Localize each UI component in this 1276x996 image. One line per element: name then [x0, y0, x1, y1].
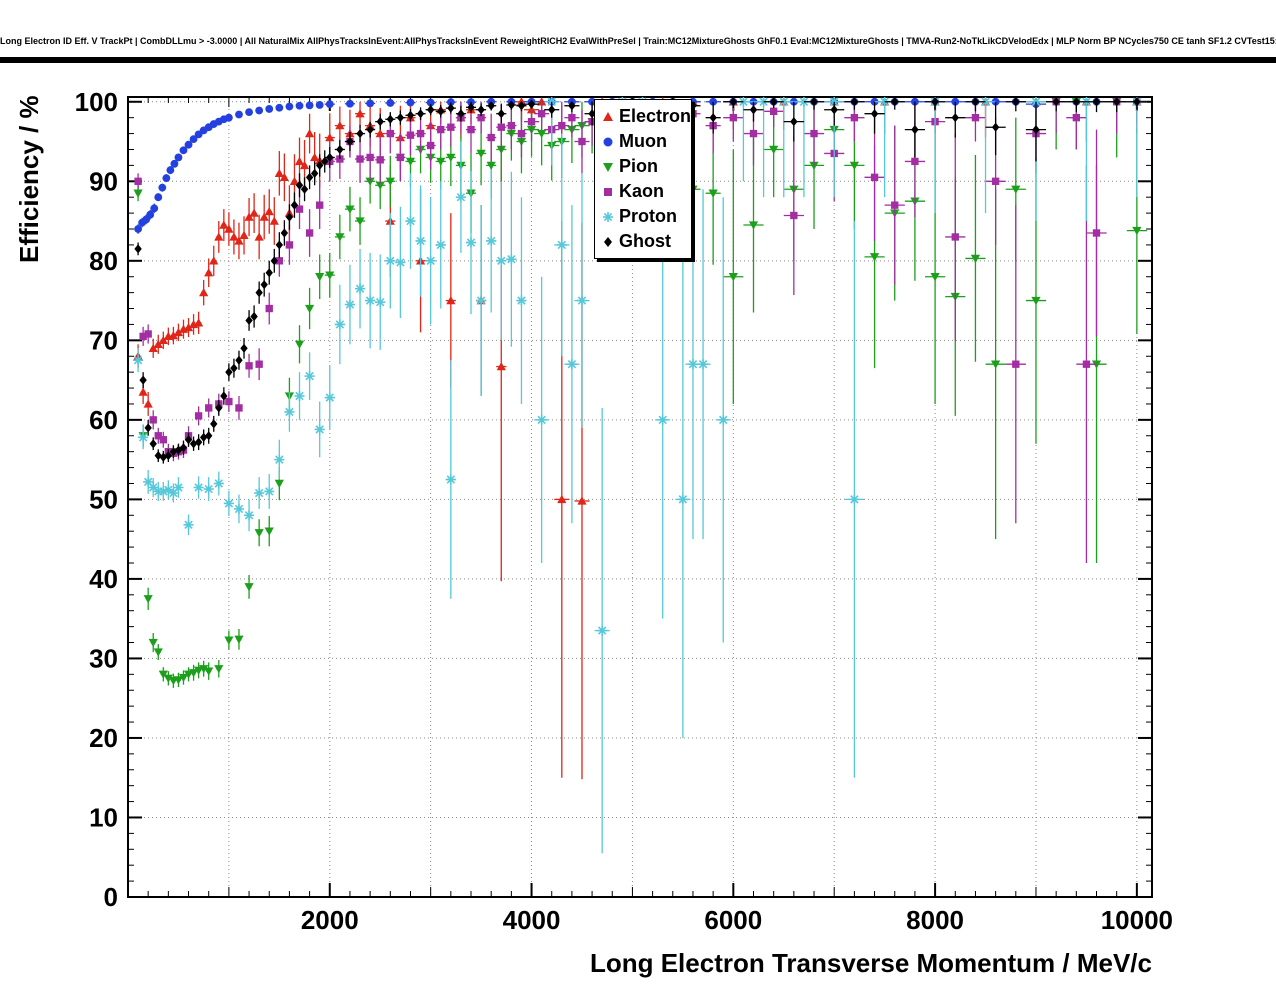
svg-text:0: 0 — [104, 882, 118, 912]
plot-title: Long Electron ID Eff. V TrackPt | CombDL… — [0, 36, 1276, 46]
series-ghost — [134, 97, 1147, 464]
svg-text:30: 30 — [89, 643, 118, 673]
kaon-square-marker-icon — [599, 183, 617, 201]
svg-text:60: 60 — [89, 405, 118, 435]
svg-text:70: 70 — [89, 325, 118, 355]
legend-item-pion: Pion — [599, 154, 691, 179]
svg-text:50: 50 — [89, 484, 118, 514]
tick-labels: 0 10 20 30 40 50 60 70 80 90 100 2000 4000 6000 8000 10… — [75, 87, 1173, 935]
legend-label: Ghost — [619, 231, 671, 251]
top-border-bar — [0, 57, 1276, 63]
svg-text:20: 20 — [89, 723, 118, 753]
legend-item-proton: Proton — [599, 204, 691, 229]
svg-text:100: 100 — [75, 87, 118, 117]
legend-item-muon: Muon — [599, 129, 691, 154]
pion-triangle-marker-icon — [599, 158, 617, 176]
svg-text:90: 90 — [89, 166, 118, 196]
legend-label: Proton — [619, 206, 677, 226]
svg-text:8000: 8000 — [906, 905, 964, 935]
legend-item-electron: Electron — [599, 104, 691, 129]
ghost-diamond-marker-icon — [599, 233, 617, 251]
muon-circle-marker-icon — [599, 133, 617, 151]
svg-text:2000: 2000 — [301, 905, 359, 935]
legend: Electron Muon Pion Kaon Proton Ghost — [594, 99, 692, 259]
legend-item-ghost: Ghost — [599, 229, 691, 254]
legend-item-kaon: Kaon — [599, 179, 691, 204]
svg-text:10000: 10000 — [1101, 905, 1173, 935]
svg-text:10: 10 — [89, 802, 118, 832]
legend-label: Muon — [619, 131, 667, 151]
svg-text:80: 80 — [89, 246, 118, 276]
svg-text:4000: 4000 — [503, 905, 561, 935]
series-proton — [133, 97, 1147, 854]
svg-text:40: 40 — [89, 564, 118, 594]
plot-frame — [127, 96, 1153, 898]
legend-label: Kaon — [619, 181, 664, 201]
x-axis-title: Long Electron Transverse Momentum / MeV/… — [589, 948, 1152, 978]
svg-text:6000: 6000 — [704, 905, 762, 935]
legend-label: Electron — [619, 106, 692, 126]
electron-triangle-marker-icon — [599, 108, 617, 126]
legend-label: Pion — [619, 156, 658, 176]
proton-star-marker-icon — [599, 208, 617, 226]
